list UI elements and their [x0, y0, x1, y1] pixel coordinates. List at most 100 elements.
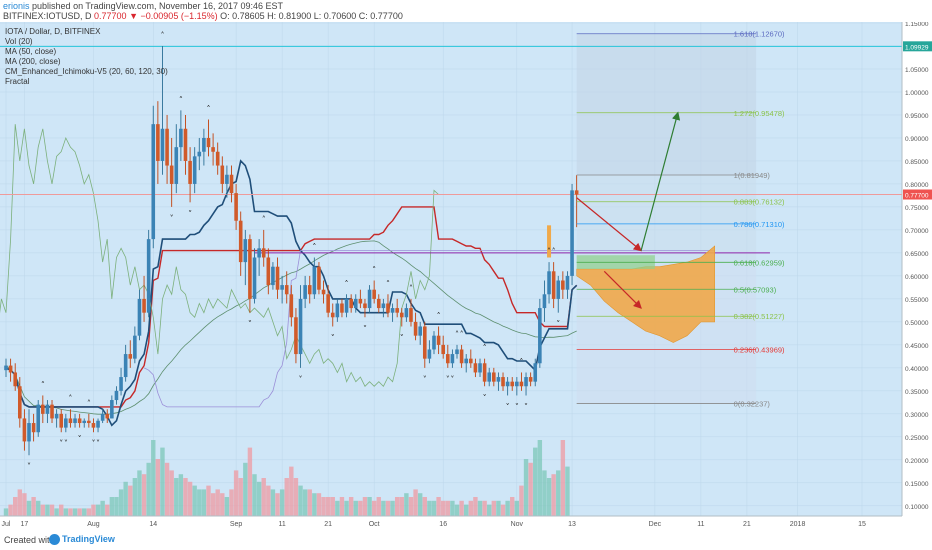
- volume-bar: [206, 485, 211, 516]
- volume-bar: [187, 481, 193, 516]
- tradingview-brand[interactable]: TradingView: [62, 534, 115, 544]
- candle-body: [432, 335, 436, 350]
- chart-header: erionis published on TradingView.com, No…: [0, 0, 932, 23]
- legend-ma50[interactable]: MA (50, close): [5, 47, 57, 56]
- candle-body: [492, 372, 496, 382]
- symbol-timeframe[interactable]: BITFINEX:IOTUSD, D: [3, 11, 92, 21]
- volume-bar: [243, 462, 248, 516]
- legend-ma200[interactable]: MA (200, close): [5, 57, 61, 66]
- fractal-up-icon: ˄: [547, 247, 551, 256]
- candle-body: [459, 349, 464, 364]
- volume-bar: [298, 485, 303, 516]
- price-tick-label: 0.20000: [905, 458, 929, 465]
- fib-level-label: 1.618(1.12670): [734, 30, 785, 39]
- volume-bar: [445, 500, 451, 516]
- candle-body: [298, 298, 303, 355]
- fractal-down-icon: ˅: [91, 439, 95, 448]
- published-text: published on TradingView.com, November 1…: [32, 1, 284, 11]
- volume-bar: [100, 500, 105, 516]
- price-tick-label: 0.50000: [905, 320, 929, 327]
- volume-bar: [339, 497, 345, 516]
- candle-body: [482, 363, 487, 382]
- fractal-down-icon: ˅: [506, 402, 510, 411]
- volume-bar: [151, 440, 156, 516]
- fractal-up-icon: ˄: [179, 95, 183, 104]
- candle-body: [280, 285, 284, 290]
- candle-body: [248, 239, 252, 299]
- legend-ichimoku[interactable]: CM_Enhanced_Ichimoku-V5 (20, 60, 120, 30…: [5, 67, 168, 76]
- price-label-box: [903, 189, 932, 200]
- candle-body: [110, 400, 114, 419]
- volume-bar: [3, 508, 9, 516]
- price-axis[interactable]: 1.150001.100001.050001.000000.950000.900…: [901, 22, 932, 516]
- lagging-line: [0, 124, 439, 387]
- time-tick-label: 21: [324, 521, 332, 528]
- candle-body: [220, 165, 225, 184]
- volume-bar: [514, 500, 520, 516]
- volume-bar: [22, 493, 27, 516]
- fractal-down-icon: ˅: [446, 375, 450, 384]
- volume-bar: [210, 493, 216, 516]
- candle-body: [183, 128, 188, 161]
- fractal-up-icon: ˄: [372, 265, 376, 274]
- tradingview-logo-icon[interactable]: [49, 534, 60, 545]
- candle-body: [317, 266, 321, 290]
- candle-body: [399, 312, 404, 318]
- volume-bar: [390, 500, 395, 516]
- volume-bar: [86, 508, 92, 516]
- candle-body: [505, 381, 510, 387]
- time-tick-label: Aug: [87, 521, 100, 528]
- legend-fractal[interactable]: Fractal: [5, 77, 30, 86]
- fractal-down-icon: ˅: [78, 435, 82, 444]
- volume-bar: [183, 478, 188, 516]
- price-tick-label: 1.00000: [905, 90, 929, 97]
- volume-bar: [450, 500, 455, 516]
- candle-body: [146, 239, 151, 313]
- volume-bar: [496, 500, 501, 516]
- projection-arrow: [603, 270, 642, 309]
- volume-bar: [293, 478, 299, 516]
- volume-bar: [399, 497, 404, 516]
- fib-zone-upper: [576, 33, 757, 175]
- volume-bar: [523, 459, 529, 516]
- candle-body: [450, 354, 455, 364]
- volume-bar: [31, 497, 36, 516]
- author-link[interactable]: erionis: [3, 1, 30, 11]
- volume-bar: [279, 489, 285, 516]
- volume-bar: [91, 504, 96, 516]
- fractal-down-icon: ˅: [524, 402, 528, 411]
- candle-body: [18, 386, 22, 419]
- volume-bar: [546, 478, 552, 516]
- volume-bar: [36, 500, 41, 516]
- volume-bar: [440, 500, 446, 516]
- fib-level-label: 0.786(0.71310): [734, 220, 785, 229]
- candle-body: [307, 285, 312, 295]
- fractal-down-icon: ˅: [96, 439, 100, 448]
- candle-body: [91, 423, 96, 428]
- volume-bar: [289, 466, 294, 516]
- price-tick-label: 0.15000: [905, 481, 929, 488]
- candle-body: [510, 381, 515, 387]
- candle-body: [344, 298, 349, 313]
- candle-body: [252, 257, 257, 299]
- time-tick-label: Nov: [511, 521, 524, 528]
- volume-bar: [95, 504, 101, 516]
- legend-volume[interactable]: Vol (20): [5, 37, 33, 46]
- ohlc-close: C: 0.77700: [358, 11, 403, 21]
- volume-bar: [45, 504, 50, 516]
- volume-bar: [174, 478, 179, 516]
- price-tick-label: 0.75000: [905, 205, 929, 212]
- time-axis[interactable]: Jul 17 Aug 14 Sep 11 21 Oct 16 Nov 13 Dec 11 21 2018 15: [0, 515, 932, 530]
- price-tick-label: 1.05000: [905, 67, 929, 74]
- volume-bar: [252, 474, 257, 516]
- price-tick-label: 0.65000: [905, 251, 929, 258]
- price-chart[interactable]: ˅˄˅ ˅˄˅˄˅ ˅˄˅˄˅˄˅˄˅˄˅˄˅˄˄˅˄˅˄˅ ˅˄ ˄˄˅˅ ˅˄˅˄ ˄˅…: [0, 22, 932, 530]
- indicator-legend: IOTA / Dollar, D, BITFINEX Vol (20) MA (…: [5, 27, 168, 87]
- leading-span-line: [143, 250, 715, 408]
- volume-bar: [224, 497, 230, 516]
- volume-bar: [482, 500, 487, 516]
- volume-bar: [477, 500, 483, 516]
- volume-bars: [3, 440, 570, 516]
- volume-bar: [431, 500, 437, 516]
- volume-bar: [8, 504, 13, 516]
